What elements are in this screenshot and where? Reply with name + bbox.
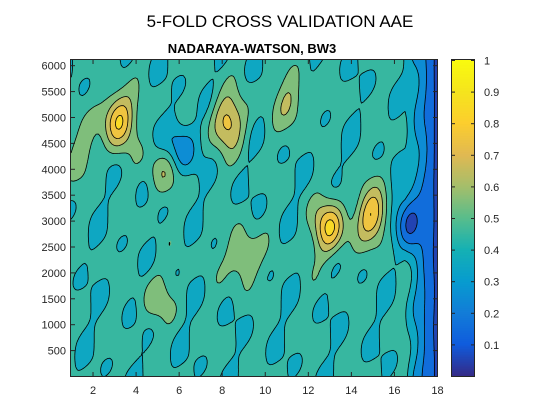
plot-box xyxy=(70,59,438,377)
x-tick-label: 10 xyxy=(259,385,271,397)
x-tick-label: 14 xyxy=(345,385,357,397)
contour-line-level xyxy=(115,115,372,237)
x-tick-label: 4 xyxy=(133,385,139,397)
colorbar-box xyxy=(451,59,475,377)
colorbar-tick-label: 0.7 xyxy=(484,150,499,162)
chart-title: NADARAYA-WATSON, BW3 xyxy=(168,41,337,56)
contour-line-level xyxy=(171,59,420,377)
colorbar-tick-label: 0.9 xyxy=(484,87,499,99)
colorbar-tick-label: 0.1 xyxy=(484,340,499,352)
figure-suptitle: 5-FOLD CROSS VALIDATION AAE xyxy=(147,12,414,31)
y-tick-label: 4000 xyxy=(42,164,66,176)
colorbar-tick-label: 0.5 xyxy=(484,214,499,226)
x-tick-label: 6 xyxy=(176,385,182,397)
x-tick-label: 18 xyxy=(431,385,443,397)
x-tick-label: 16 xyxy=(388,385,400,397)
colorbar-tick-label: 1 xyxy=(484,56,490,68)
y-tick-label: 2500 xyxy=(42,242,66,254)
y-tick-label: 3000 xyxy=(42,216,66,228)
y-tick-label: 3500 xyxy=(42,190,66,202)
contour-lines xyxy=(70,59,435,377)
contour-line-level xyxy=(70,59,412,377)
contour-line-level xyxy=(405,60,435,376)
colorbar-tick-label: 0.8 xyxy=(484,119,499,131)
y-tick-label: 6000 xyxy=(42,61,66,73)
contour-line-level xyxy=(70,64,387,325)
colorbar-tick-label: 0.6 xyxy=(484,182,499,194)
colorbar-tick-label: 0.3 xyxy=(484,277,499,289)
y-tick-label: 2000 xyxy=(42,268,66,280)
y-tick-label: 1500 xyxy=(42,294,66,306)
y-tick-label: 1000 xyxy=(42,320,66,332)
colorbar-axis: 0.1 0.2 0.3 0.4 0.5 0.6 0.7 0.8 0.9 1 xyxy=(452,56,499,352)
colorbar-fill xyxy=(452,60,474,376)
y-axis: 500 1000 1500 2000 2500 3000 3500 4000 4500 5000 5… xyxy=(42,61,437,358)
x-axis: 2 4 6 8 10 12 14 16 18 xyxy=(90,60,444,397)
x-tick-label: 2 xyxy=(90,385,96,397)
contour-line-level xyxy=(400,59,428,377)
colorbar-tick-label: 0.4 xyxy=(484,245,499,257)
y-tick-label: 5000 xyxy=(42,112,66,124)
x-tick-label: 12 xyxy=(302,385,314,397)
y-tick-label: 500 xyxy=(48,346,66,358)
colorbar-tick-label: 0.2 xyxy=(484,308,499,320)
y-tick-label: 5500 xyxy=(42,87,66,99)
x-tick-label: 8 xyxy=(219,385,225,397)
contour-line-level xyxy=(109,105,379,245)
contour-line-level xyxy=(105,92,383,252)
y-tick-label: 4500 xyxy=(42,138,66,150)
